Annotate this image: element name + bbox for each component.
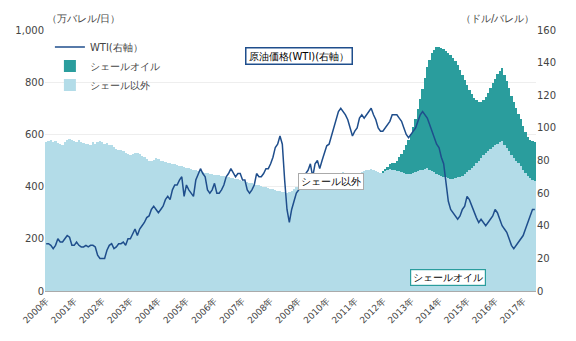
svg-text:80: 80 bbox=[537, 155, 550, 166]
svg-text:2003年: 2003年 bbox=[105, 296, 135, 326]
svg-text:20: 20 bbox=[537, 253, 550, 264]
svg-text:600: 600 bbox=[25, 129, 44, 140]
svg-text:140: 140 bbox=[537, 57, 556, 68]
svg-text:2002年: 2002年 bbox=[77, 296, 107, 326]
svg-text:60: 60 bbox=[537, 188, 550, 199]
svg-text:2011年: 2011年 bbox=[330, 296, 360, 326]
svg-text:40: 40 bbox=[537, 220, 550, 231]
svg-text:（ドル/バレル）: （ドル/バレル） bbox=[461, 13, 534, 24]
svg-text:2005年: 2005年 bbox=[161, 296, 191, 326]
svg-text:2010年: 2010年 bbox=[302, 296, 332, 326]
svg-text:2015年: 2015年 bbox=[442, 296, 472, 326]
svg-text:シェール以外: シェール以外 bbox=[90, 80, 150, 91]
svg-text:2016年: 2016年 bbox=[470, 296, 500, 326]
svg-text:2004年: 2004年 bbox=[133, 296, 163, 326]
svg-text:シェール以外: シェール以外 bbox=[301, 176, 361, 187]
svg-text:400: 400 bbox=[25, 181, 44, 192]
svg-text:2014年: 2014年 bbox=[414, 296, 444, 326]
svg-text:2012年: 2012年 bbox=[358, 296, 388, 326]
svg-text:2007年: 2007年 bbox=[218, 296, 248, 326]
svg-text:0: 0 bbox=[537, 286, 543, 297]
svg-text:0: 0 bbox=[38, 286, 44, 297]
svg-text:200: 200 bbox=[25, 233, 44, 244]
svg-text:160: 160 bbox=[537, 25, 556, 36]
svg-text:（万バレル/日）: （万バレル/日） bbox=[47, 13, 120, 24]
svg-text:2009年: 2009年 bbox=[274, 296, 304, 326]
svg-text:2001年: 2001年 bbox=[49, 296, 79, 326]
svg-text:2017年: 2017年 bbox=[498, 296, 528, 326]
svg-text:100: 100 bbox=[537, 122, 556, 133]
svg-text:2000年: 2000年 bbox=[21, 296, 51, 326]
svg-text:2006年: 2006年 bbox=[189, 296, 219, 326]
svg-text:2008年: 2008年 bbox=[246, 296, 276, 326]
svg-text:120: 120 bbox=[537, 90, 556, 101]
svg-text:原油価格(WTI)(右軸）: 原油価格(WTI)(右軸） bbox=[249, 51, 350, 62]
svg-text:1,000: 1,000 bbox=[15, 25, 44, 36]
svg-text:シェールオイル: シェールオイル bbox=[90, 61, 160, 72]
svg-text:800: 800 bbox=[25, 77, 44, 88]
svg-text:シェールオイル: シェールオイル bbox=[413, 272, 483, 283]
svg-text:2013年: 2013年 bbox=[386, 296, 416, 326]
svg-text:WTI(右軸）: WTI(右軸） bbox=[90, 42, 143, 53]
